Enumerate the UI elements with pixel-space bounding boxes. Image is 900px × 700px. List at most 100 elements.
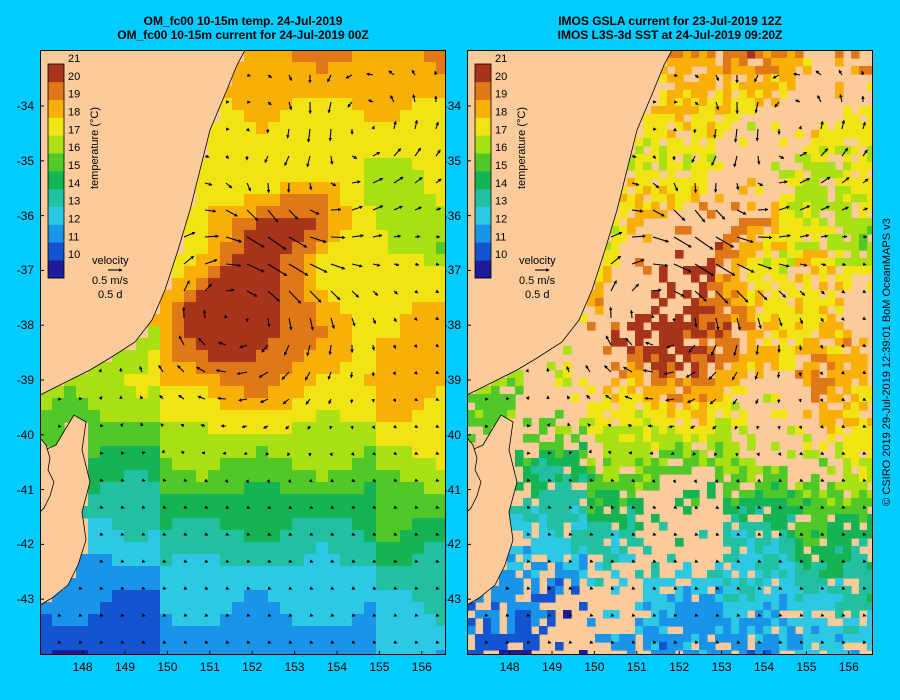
- colorbar-swatch: [48, 117, 64, 136]
- colorbar-tick-label: 21: [495, 53, 507, 65]
- colorbar-swatch: [475, 224, 491, 243]
- colorbar-tick-label: 14: [68, 178, 80, 190]
- flinders-island: [466, 436, 482, 513]
- latitude-label: -43: [16, 592, 34, 607]
- temperature-cells: [467, 50, 876, 659]
- latitude-label: -43: [443, 592, 461, 607]
- latitude-label: -40: [16, 427, 34, 442]
- temperature-colorbar: 10 11 12 13 14 15 16 17 18 19 20 21 temperature (°C): [47, 53, 101, 279]
- credit-text: © CSIRO 2019 29-Jul-2019 12:39:01 BoM Oc…: [881, 218, 893, 506]
- colorbar-tick-label: 11: [68, 231, 79, 243]
- latitude-label: -39: [16, 373, 34, 387]
- longitude-label: 156: [838, 660, 859, 674]
- velocity-key-title: velocity: [92, 255, 129, 267]
- colorbar-swatch: [48, 188, 64, 207]
- colorbar-swatch: [48, 260, 64, 279]
- left-latitude-axis: -34 -35 -36 -37 -38 -39 -40 -41 -42 -43: [2, 50, 38, 655]
- colorbar-tick-label: 17: [495, 124, 507, 136]
- longitude-label: 155: [369, 660, 390, 674]
- colorbar-swatch: [475, 171, 491, 190]
- colorbar-tick-label: 11: [495, 231, 506, 243]
- left-longitude-axis: 148 149 150 151 152 153 154 155 156: [40, 660, 446, 680]
- colorbar-swatch: [48, 64, 64, 83]
- colorbar-swatch: [475, 242, 491, 261]
- colorbar-swatch: [475, 135, 491, 154]
- colorbar-swatch: [48, 206, 64, 225]
- longitude-label: 154: [326, 660, 348, 674]
- flinders-island: [39, 436, 55, 513]
- latitude-label: -41: [16, 482, 34, 497]
- temperature-colorbar: 10 11 12 13 14 15 16 17 18 19 20 21 temperature (°C): [474, 53, 528, 279]
- right-panel-title: IMOS GSLA current for 23-Jul-2019 12Z IM…: [467, 14, 873, 42]
- velocity-key: velocity 0.5 m/s 0.5 d: [519, 255, 556, 301]
- current-vectors: [57, 69, 442, 644]
- velocity-key-time: 0.5 d: [98, 289, 122, 301]
- longitude-label: 153: [284, 660, 305, 674]
- map-border: [467, 50, 873, 655]
- model-temperature-map[interactable]: 10 11 12 13 14 15 16 17 18 19 20 21 temperature (°C)…: [39, 49, 449, 663]
- velocity-key-speed: 0.5 m/s: [92, 275, 129, 287]
- temperature-cells: [40, 50, 449, 663]
- observed-sst-map[interactable]: 10 11 12 13 14 15 16 17 18 19 20 21 temperature (°C)…: [466, 49, 876, 659]
- latitude-label: -36: [16, 208, 34, 223]
- latitude-label: -42: [443, 537, 461, 552]
- longitude-label: 156: [411, 660, 432, 674]
- colorbar-swatch: [475, 206, 491, 225]
- velocity-key-speed: 0.5 m/s: [519, 275, 556, 287]
- colorbar-swatch: [48, 242, 64, 261]
- velocity-key-time: 0.5 d: [525, 289, 549, 301]
- longitude-label: 149: [114, 660, 136, 674]
- colorbar-tick-label: 13: [68, 196, 80, 208]
- longitude-label: 154: [753, 660, 775, 674]
- colorbar-tick-label: 16: [495, 142, 507, 154]
- colorbar-swatch: [475, 81, 491, 100]
- colorbar-tick-label: 12: [495, 214, 507, 226]
- latitude-label: -41: [443, 482, 461, 497]
- left-title-line1: OM_fc00 10-15m temp. 24-Jul-2019: [143, 14, 343, 28]
- velocity-key-title: velocity: [519, 255, 556, 267]
- colorbar-swatch: [48, 81, 64, 100]
- latitude-label: -35: [16, 153, 34, 168]
- colorbar-tick-label: 15: [68, 160, 80, 172]
- left-panel-title: OM_fc00 10-15m temp. 24-Jul-2019 OM_fc00…: [40, 14, 446, 42]
- latitude-label: -36: [443, 208, 461, 223]
- colorbar-swatch: [48, 135, 64, 154]
- colorbar-label: temperature (°C): [89, 107, 101, 189]
- longitude-label: 152: [242, 660, 263, 674]
- colorbar-swatch: [475, 188, 491, 207]
- right-latitude-axis: -34 -35 -36 -37 -38 -39 -40 -41 -42 -43: [429, 50, 465, 655]
- colorbar-tick-label: 20: [495, 71, 507, 83]
- colorbar-swatch: [475, 99, 491, 118]
- longitude-label: 150: [584, 660, 605, 674]
- right-title-line2: IMOS L3S-3d SST at 24-Jul-2019 09:20Z: [557, 28, 783, 42]
- colorbar-swatch: [475, 64, 491, 83]
- colorbar-swatch: [48, 224, 64, 243]
- latitude-label: -42: [16, 537, 34, 552]
- longitude-label: 150: [157, 660, 178, 674]
- longitude-label: 152: [669, 660, 690, 674]
- left-title-line2: OM_fc00 10-15m current for 24-Jul-2019 0…: [117, 28, 369, 42]
- longitude-label: 149: [541, 660, 563, 674]
- colorbar-swatch: [475, 117, 491, 136]
- latitude-label: -38: [16, 318, 34, 333]
- colorbar-tick-label: 19: [68, 89, 80, 101]
- colorbar-tick-label: 13: [495, 196, 507, 208]
- colorbar-tick-label: 15: [495, 160, 507, 172]
- colorbar-tick-label: 16: [68, 142, 80, 154]
- longitude-label: 151: [626, 660, 647, 674]
- latitude-label: -40: [443, 427, 461, 442]
- map-svg: 10 11 12 13 14 15 16 17 18 19 20 21 temperature (°C)…: [466, 49, 876, 659]
- right-title-line1: IMOS GSLA current for 23-Jul-2019 12Z: [558, 14, 782, 28]
- longitude-label: 151: [199, 660, 220, 674]
- latitude-label: -37: [16, 263, 34, 278]
- longitude-label: 148: [72, 660, 93, 674]
- colorbar-swatch: [48, 153, 64, 172]
- colorbar-tick-label: 10: [68, 249, 80, 261]
- longitude-label: 153: [711, 660, 732, 674]
- longitude-label: 148: [499, 660, 520, 674]
- colorbar-tick-label: 20: [68, 71, 80, 83]
- map-border: [40, 50, 446, 655]
- colorbar-tick-label: 18: [68, 107, 80, 119]
- longitude-label: 155: [796, 660, 817, 674]
- colorbar-tick-label: 12: [68, 214, 80, 226]
